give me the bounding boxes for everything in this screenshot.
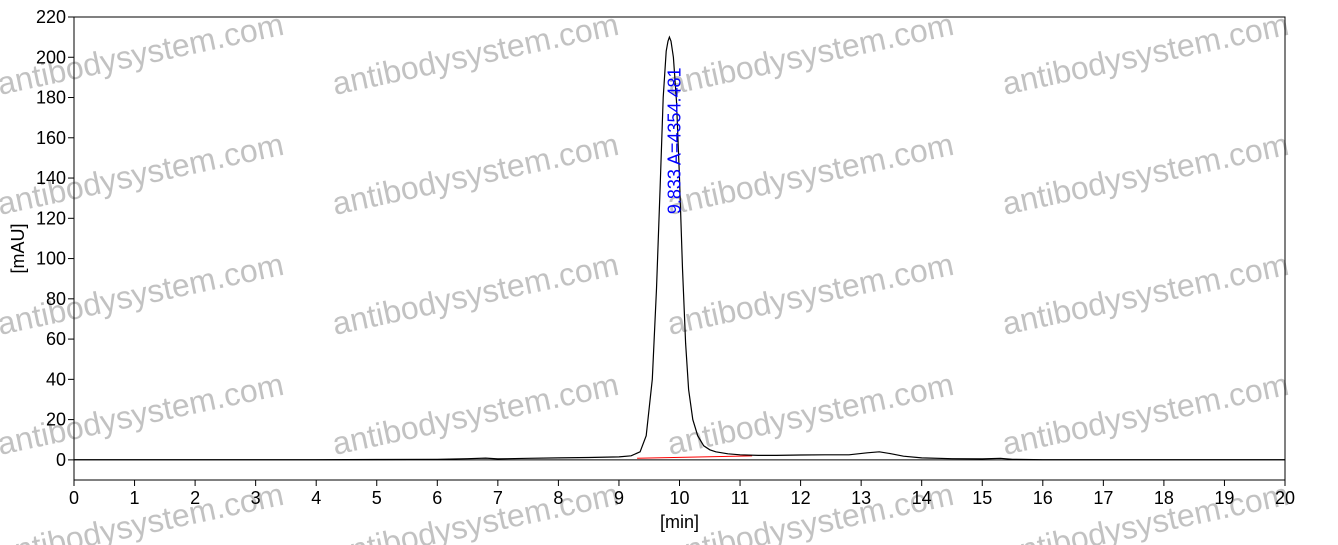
y-tick-label: 180 <box>36 88 66 108</box>
chromatogram-trace <box>74 35 1285 461</box>
watermark-text: antibodysystem.com <box>329 6 622 102</box>
watermark-text: antibodysystem.com <box>664 126 957 222</box>
watermark-text: antibodysystem.com <box>999 366 1292 462</box>
watermark-text: antibodysystem.com <box>664 366 957 462</box>
x-axis-ticks: 0 1 2 3 4 5 6 7 8 9 10 11 12 13 14 15 16 17 18 19 20 <box>69 480 1295 508</box>
watermark-text: antibodysystem.com <box>664 246 957 342</box>
watermark-text: antibodysystem.com <box>0 366 287 462</box>
y-tick-label: 140 <box>36 168 66 188</box>
watermark-text: antibodysystem.com <box>999 126 1292 222</box>
x-tick-label: 13 <box>851 488 871 508</box>
x-tick-label: 5 <box>372 488 382 508</box>
y-tick-label: 120 <box>36 208 66 228</box>
x-tick-label: 17 <box>1093 488 1113 508</box>
watermark-text: antibodysystem.com <box>329 246 622 342</box>
x-axis-title: [min] <box>660 512 699 532</box>
watermark-text: antibodysystem.com <box>329 476 622 545</box>
y-tick-label: 60 <box>46 329 66 349</box>
y-tick-label: 220 <box>36 7 66 27</box>
watermark-text: antibodysystem.com <box>329 366 622 462</box>
y-tick-label: 80 <box>46 289 66 309</box>
y-tick-label: 0 <box>56 450 66 470</box>
peak-annotation: 9.833 A=4354.481 <box>664 67 684 214</box>
y-tick-label: 20 <box>46 410 66 430</box>
x-tick-label: 8 <box>553 488 563 508</box>
integration-baseline <box>637 455 753 459</box>
x-tick-label: 18 <box>1154 488 1174 508</box>
x-tick-label: 0 <box>69 488 79 508</box>
x-tick-label: 14 <box>912 488 932 508</box>
x-tick-label: 1 <box>130 488 140 508</box>
y-tick-label: 160 <box>36 128 66 148</box>
x-tick-label: 6 <box>432 488 442 508</box>
y-tick-label: 200 <box>36 47 66 67</box>
x-tick-label: 11 <box>731 488 750 508</box>
y-tick-label: 100 <box>36 249 66 269</box>
watermark-text: antibodysystem.com <box>329 126 622 222</box>
watermark-text: antibodysystem.com <box>0 476 287 545</box>
x-tick-label: 9 <box>614 488 624 508</box>
x-tick-label: 10 <box>669 488 689 508</box>
watermark-text: antibodysystem.com <box>664 6 957 102</box>
x-tick-label: 12 <box>791 488 811 508</box>
x-tick-label: 2 <box>190 488 200 508</box>
y-tick-label: 40 <box>46 369 66 389</box>
y-axis-ticks: 0 20 40 60 80 100 120 140 160 180 200 220 <box>36 7 74 470</box>
watermark-layer: antibodysystem.com antibodysystem.com anti… <box>0 6 1292 545</box>
y-axis-title: [mAU] <box>8 223 28 273</box>
x-tick-label: 15 <box>972 488 992 508</box>
x-tick-label: 16 <box>1033 488 1053 508</box>
x-tick-label: 4 <box>311 488 321 508</box>
x-tick-label: 7 <box>493 488 503 508</box>
x-tick-label: 20 <box>1275 488 1295 508</box>
x-tick-label: 3 <box>251 488 261 508</box>
watermark-text: antibodysystem.com <box>999 476 1292 545</box>
x-tick-label: 19 <box>1214 488 1234 508</box>
watermark-text: antibodysystem.com <box>664 476 957 545</box>
watermark-text: antibodysystem.com <box>999 6 1292 102</box>
watermark-text: antibodysystem.com <box>999 246 1292 342</box>
